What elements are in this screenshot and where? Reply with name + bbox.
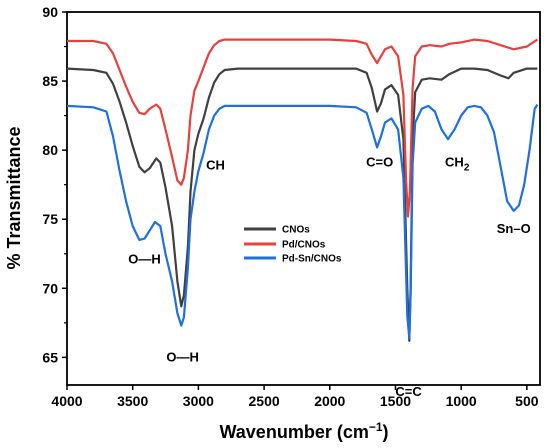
x-tick-label: 500 bbox=[515, 393, 539, 409]
legend-label-cnos: CNOs bbox=[282, 225, 310, 236]
series-line-pd-cnos bbox=[67, 38, 539, 218]
legend: CNOs Pd/CNOs Pd-Sn/CNOs bbox=[244, 225, 342, 265]
plot-area: O—H O—H CH C=O CH2 C=C Sn–O 4000 3500 3000 2500 20… bbox=[42, 4, 541, 409]
y-tick-label: 90 bbox=[42, 4, 58, 20]
series-layer bbox=[66, 38, 539, 342]
y-tick-label: 85 bbox=[42, 73, 58, 89]
x-tick-label: 1000 bbox=[446, 393, 477, 409]
peak-annotation: CH2 bbox=[445, 155, 470, 174]
x-axis-title: Wavenumber (cm−1) bbox=[219, 420, 388, 442]
plot-frame bbox=[66, 11, 541, 386]
x-tick-label: 2500 bbox=[249, 393, 280, 409]
peak-annotation: CH bbox=[206, 157, 225, 172]
series-line-pd-sn-cnos bbox=[66, 103, 539, 340]
y-axis-title: % Transmittance bbox=[4, 126, 24, 269]
x-tick-label: 1500 bbox=[380, 393, 411, 409]
x-tick-label: 4000 bbox=[51, 393, 82, 409]
x-axis-ticks: 4000 3500 3000 2500 2000 1500 1000 500 bbox=[51, 385, 539, 409]
y-tick-label: 75 bbox=[42, 211, 58, 227]
peak-annotation: O—H bbox=[166, 350, 199, 365]
x-tick-label: 3500 bbox=[117, 393, 148, 409]
x-tick-label: 2000 bbox=[314, 393, 345, 409]
y-tick-label: 65 bbox=[42, 349, 58, 365]
peak-annotation: Sn–O bbox=[497, 221, 531, 236]
y-axis-ticks: 65 70 75 80 85 90 bbox=[42, 4, 67, 365]
annotation-layer: O—H O—H CH C=O CH2 C=C Sn–O bbox=[128, 155, 530, 399]
legend-label-pd-cnos: Pd/CNOs bbox=[282, 240, 326, 251]
peak-annotation: C=O bbox=[366, 155, 393, 170]
peak-annotation: C=C bbox=[395, 384, 422, 399]
legend-label-pd-sn-cnos: Pd-Sn/CNOs bbox=[282, 254, 342, 265]
peak-annotation: O—H bbox=[128, 251, 161, 266]
y-tick-label: 80 bbox=[42, 142, 58, 158]
y-tick-label: 70 bbox=[42, 280, 58, 296]
series-line-cnos bbox=[66, 67, 538, 342]
x-tick-label: 3000 bbox=[183, 393, 214, 409]
